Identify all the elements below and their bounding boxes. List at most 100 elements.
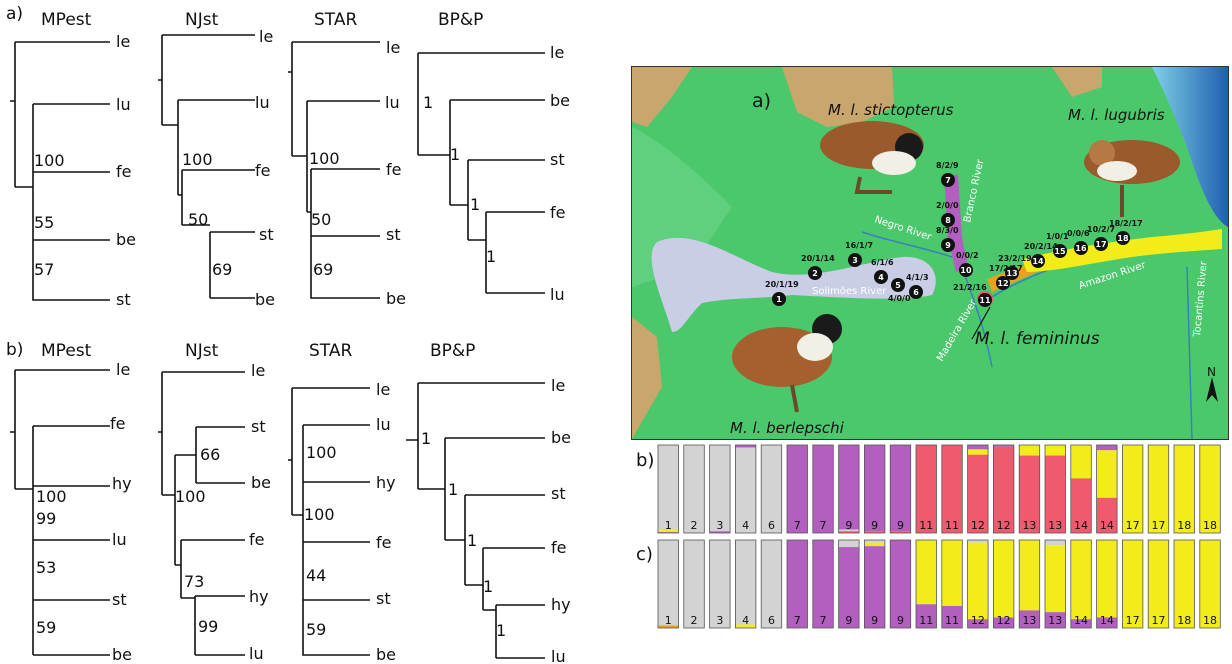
tree-a-bpp: le be st fe lu 1 1 1 1 xyxy=(417,43,570,304)
structure-b-segment xyxy=(1019,445,1040,456)
tip-label: st xyxy=(116,290,131,309)
site-marker: 14 20/2/14 xyxy=(1024,242,1058,268)
tip-label: lu xyxy=(112,530,127,549)
site-sample-label: 0/0/6 xyxy=(1067,229,1090,238)
structure-c-bar-outline xyxy=(812,539,834,629)
structure-c-segment xyxy=(1096,617,1118,628)
structure-c-bar-outline xyxy=(915,539,937,629)
structure-b-segment xyxy=(709,445,731,532)
structure-c-segment xyxy=(1070,619,1092,628)
structure-c-segment xyxy=(658,540,679,626)
site-dot xyxy=(909,285,923,299)
tree-a-mpest: le lu fe be st 100 55 57 xyxy=(10,32,136,309)
site-dot xyxy=(941,238,955,252)
tip-label: le xyxy=(259,27,273,46)
structure-c-population-label: 12 xyxy=(997,614,1011,627)
structure-b-segment xyxy=(1070,478,1092,533)
tree-title-b-mpest: MPest xyxy=(41,341,92,361)
support-value: 66 xyxy=(200,445,220,464)
structure-c-bar-outline xyxy=(838,539,860,629)
support-value: 1 xyxy=(483,577,493,596)
tree-b-njst: le st be fe hy lu 66 100 73 99 xyxy=(158,361,271,663)
structure-c-segment xyxy=(735,540,756,625)
tree-a-star: le lu fe st be 100 50 69 xyxy=(288,38,406,308)
structure-b-bar-outline xyxy=(941,444,963,534)
structure-b-segment xyxy=(735,447,756,533)
site-number: 12 xyxy=(997,279,1008,288)
site-sample-label: 10/2/7 xyxy=(1087,225,1115,234)
support-value: 1 xyxy=(450,145,460,164)
site-number: 13 xyxy=(1006,269,1017,278)
structure-c-segment xyxy=(993,540,1014,618)
structure-b-segment xyxy=(1096,445,1118,451)
site-marker: 4 6/1/6 xyxy=(871,258,894,284)
site-sample-label: 20/1/14 xyxy=(801,254,835,263)
structure-b-population-label: 2 xyxy=(691,519,698,532)
structure-b-bar-outline xyxy=(1070,444,1092,534)
structure-c-bar-outline xyxy=(1096,539,1118,629)
tip-label: be xyxy=(112,645,132,664)
structure-c-bar-outline xyxy=(709,539,731,629)
structure-b-segment xyxy=(1199,445,1221,533)
site-sample-label: 18/2/17 xyxy=(1109,219,1143,228)
tip-label: be xyxy=(251,473,271,492)
site-marker: 5 4/0/0 xyxy=(888,278,911,303)
site-dot xyxy=(1116,231,1130,245)
tip-label: lu xyxy=(385,93,400,112)
site-dot xyxy=(874,270,888,284)
support-value: 100 xyxy=(34,151,65,170)
structure-c-bar-outline xyxy=(863,539,886,629)
structure-b-population-label: 9 xyxy=(871,519,878,532)
site-sample-label: 8/2/9 xyxy=(936,161,959,170)
site-marker: 15 1/0/1 xyxy=(1046,232,1069,258)
support-value: 1 xyxy=(448,480,458,499)
tip-label: fe xyxy=(255,161,270,180)
site-sample-label: 21/2/16 xyxy=(953,283,987,292)
site-marker: 12 17/2/17 xyxy=(989,264,1023,290)
taxon-label-lugubris: M. l. lugubris xyxy=(1068,106,1165,124)
structure-c-bar-outline xyxy=(1173,539,1195,629)
structure-b-bar-outline xyxy=(992,444,1015,534)
structure-b-bar-outline xyxy=(1173,444,1195,534)
structure-b-segment xyxy=(1096,450,1118,498)
tree-title-a-njst: NJst xyxy=(185,10,219,30)
tip-label: fe xyxy=(551,538,566,557)
structure-b-population-label: 9 xyxy=(845,519,852,532)
structure-c-label: c) xyxy=(636,544,653,565)
tree-b-bpp: le be st fe hy lu 1 1 1 1 1 xyxy=(406,376,571,664)
support-value: 100 xyxy=(175,487,206,506)
structure-c-segment xyxy=(838,540,860,548)
site-dot xyxy=(959,263,973,277)
structure-b-segment xyxy=(890,445,911,532)
site-marker: 13 23/2/19 xyxy=(998,254,1032,280)
support-value: 1 xyxy=(496,621,506,640)
tree-title-a-mpest: MPest xyxy=(41,10,92,30)
site-number: 17 xyxy=(1095,240,1106,249)
structure-c-segment xyxy=(890,540,911,628)
structure-c-segment xyxy=(916,540,937,605)
site-dot xyxy=(1031,254,1045,268)
relief-area xyxy=(632,317,662,439)
structure-c-bar-outline xyxy=(735,539,757,629)
support-value: 100 xyxy=(304,505,335,524)
taxon-label-berlepschi: M. l. berlepschi xyxy=(730,419,845,437)
structure-b-segment xyxy=(993,445,1014,447)
tree-title-b-njst: NJst xyxy=(185,341,219,361)
site-sample-label: 4/1/3 xyxy=(906,273,929,282)
structure-c-segment xyxy=(683,540,705,628)
support-value: 59 xyxy=(306,620,326,639)
structure-c-segment xyxy=(1199,540,1221,628)
structure-c-bar-outline xyxy=(889,539,912,629)
site-marker: 16 0/0/6 xyxy=(1067,229,1090,255)
map-panel-label: a) xyxy=(752,90,771,112)
site-sample-label: 4/0/0 xyxy=(888,294,911,303)
site-marker: 3 16/1/7 xyxy=(845,241,873,267)
structure-b-population-label: 12 xyxy=(971,519,985,532)
tip-label: be xyxy=(551,428,571,447)
structure-c-bar-outline xyxy=(1018,539,1041,629)
structure-b-segment xyxy=(1070,445,1092,479)
site-marker: 2 20/1/14 xyxy=(801,254,835,280)
structure-b-bar-outline xyxy=(1018,444,1041,534)
site-sample-label: 23/2/19 xyxy=(998,254,1032,263)
site-marker: 17 10/2/7 xyxy=(1087,225,1115,251)
